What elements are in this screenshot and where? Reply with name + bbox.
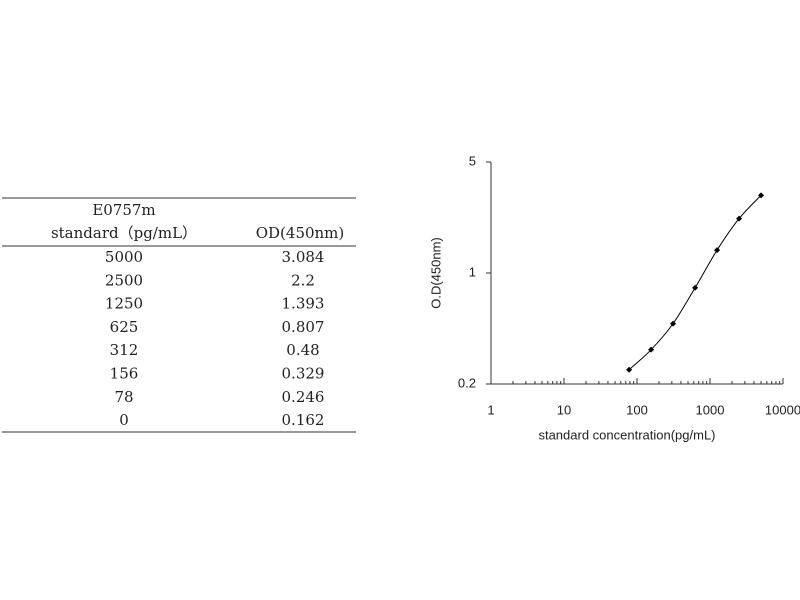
table-cell: 0.329 — [282, 365, 325, 383]
header-cell: standard（pg/mL） — [51, 224, 197, 242]
curve — [628, 194, 762, 371]
y-tick-label: 0.2 — [458, 375, 476, 390]
point — [736, 215, 743, 222]
x-axis-label: standard concentration(pg/mL) — [538, 427, 715, 442]
x-tick-label: 10000 — [765, 402, 800, 417]
table: E0757m standard（pg/mL） OD(450nm) 5000 3.0… — [2, 197, 356, 433]
table-cell: 1250 — [105, 295, 143, 313]
table-cell: 2.2 — [291, 271, 315, 289]
y-tick-label: 5 — [469, 153, 476, 168]
point — [626, 366, 633, 373]
point — [648, 346, 655, 353]
table-cell: 5000 — [105, 248, 143, 266]
point — [692, 284, 699, 291]
table-cell: 78 — [114, 388, 133, 406]
table-cell: 2500 — [105, 271, 143, 289]
table-cell: 312 — [110, 341, 139, 359]
point — [758, 192, 765, 199]
x-tick-label: 100 — [626, 402, 648, 417]
table-cell: 0.807 — [282, 318, 325, 336]
chart: standard concentration(pg/mL) O.D(450nm)… — [428, 153, 800, 442]
table-cell: 625 — [110, 318, 139, 336]
point — [670, 320, 677, 327]
table-cell: 1.393 — [282, 295, 325, 313]
x-tick-label: 1 — [487, 402, 494, 417]
header-cell: OD(450nm) — [256, 224, 345, 242]
x-tick-label: 1000 — [696, 402, 725, 417]
y-axis-label: O.D(450nm) — [428, 237, 443, 309]
point — [714, 247, 721, 254]
table-cell: 0 — [119, 411, 129, 429]
table-cell: 0.162 — [282, 411, 325, 429]
x-tick-label: 10 — [557, 402, 571, 417]
header-cell: E0757m — [92, 201, 155, 219]
table-cell: 156 — [110, 365, 139, 383]
y-tick-label: 1 — [469, 264, 476, 279]
table-cell: 3.084 — [282, 248, 325, 266]
table-cell: 0.48 — [286, 341, 319, 359]
table-cell: 0.246 — [282, 388, 325, 406]
